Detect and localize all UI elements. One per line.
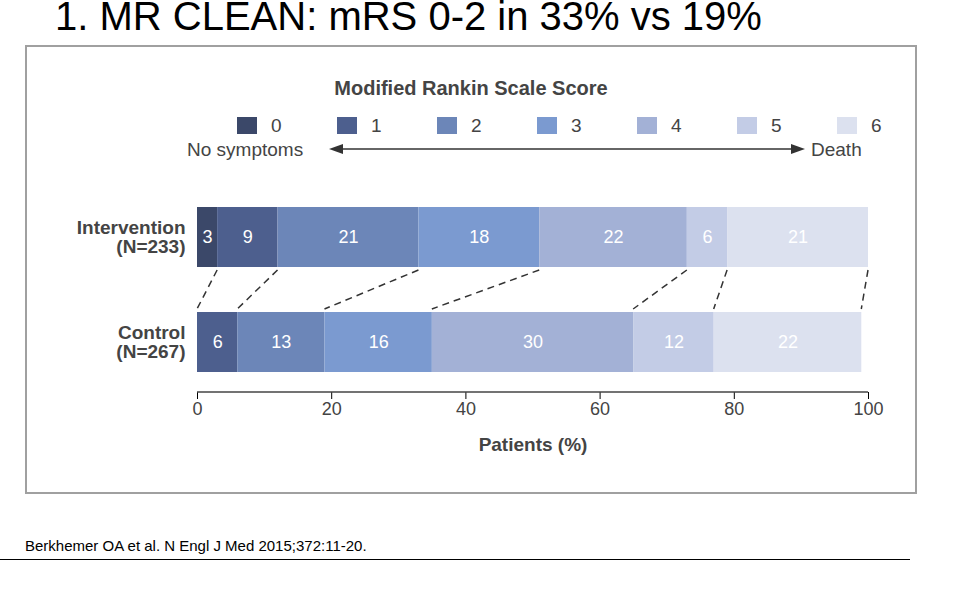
svg-text:16: 16 (369, 332, 389, 352)
svg-text:80: 80 (724, 399, 744, 419)
svg-text:22: 22 (778, 332, 798, 352)
svg-text:40: 40 (456, 399, 476, 419)
svg-text:100: 100 (853, 399, 883, 419)
html-text:5: 5 (771, 115, 782, 136)
svg-text:3: 3 (203, 227, 213, 247)
html-text:6: 6 (871, 115, 882, 136)
svg-text:9: 9 (243, 227, 253, 247)
svg-text:13: 13 (271, 332, 291, 352)
html-text:3: 3 (571, 115, 582, 136)
html-text:Berkhemer OA et al. N Engl J M: Berkhemer OA et al. N Engl J Med 2015;37… (25, 537, 367, 554)
svg-text:Patients (%): Patients (%) (479, 434, 588, 455)
svg-text:22: 22 (604, 227, 624, 247)
svg-text:21: 21 (338, 227, 358, 247)
svg-text:18: 18 (469, 227, 489, 247)
html-text:2: 2 (471, 115, 482, 136)
svg-text:20: 20 (322, 399, 342, 419)
html-text:1: 1 (371, 115, 382, 136)
svg-text:60: 60 (590, 399, 610, 419)
svg-text:21: 21 (788, 227, 808, 247)
html-text:0: 0 (271, 115, 282, 136)
svg-text:12: 12 (664, 332, 684, 352)
svg-text:6: 6 (702, 227, 712, 247)
html-text:4: 4 (671, 115, 682, 136)
svg-text:Control(N=267): Control(N=267) (116, 322, 185, 362)
html-text:No symptoms: No symptoms (187, 139, 304, 160)
svg-text:30: 30 (523, 332, 543, 352)
svg-text:0: 0 (192, 399, 202, 419)
html-text:Death: Death (811, 139, 862, 160)
html-text:Modified Rankin Scale Score: Modified Rankin Scale Score (334, 77, 608, 99)
svg-text:6: 6 (213, 332, 223, 352)
svg-text:Intervention(N=233): Intervention(N=233) (77, 217, 186, 257)
